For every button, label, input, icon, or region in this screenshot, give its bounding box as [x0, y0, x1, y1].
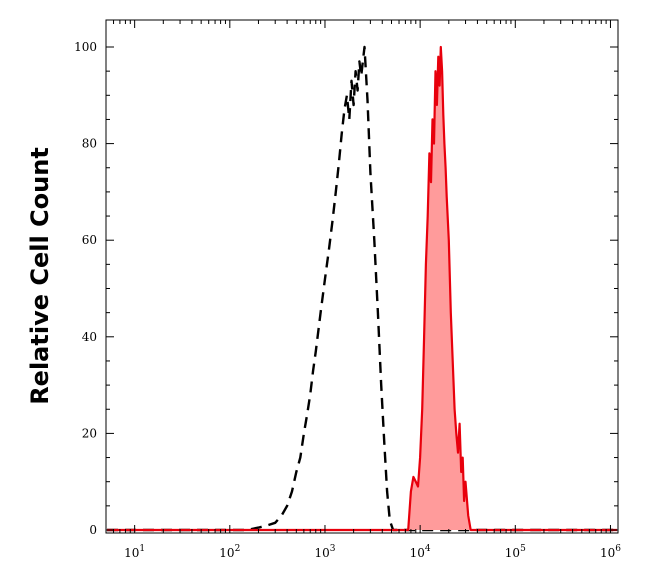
- series-line-red: [107, 45, 617, 532]
- y-tick-label: 80: [82, 137, 97, 151]
- x-tick-label: 106: [600, 544, 621, 560]
- x-tick-label: 105: [505, 544, 526, 560]
- series-line-black-dashed: [107, 45, 617, 532]
- x-tick-label: 104: [410, 544, 431, 560]
- x-tick-label: 101: [124, 544, 145, 560]
- y-tick-label: 20: [82, 426, 97, 440]
- y-axis-label: Relative Cell Count: [26, 147, 54, 405]
- x-tick-label: 103: [314, 544, 335, 560]
- y-tick-label: 60: [82, 233, 97, 247]
- x-tick-label: 102: [219, 544, 240, 560]
- y-axis: 0 20 40 60 80 100: [74, 40, 618, 537]
- series-layer: [107, 45, 617, 532]
- y-tick-label: 40: [82, 330, 97, 344]
- plot-frame: [105, 19, 619, 534]
- series-fill-red: [408, 47, 471, 530]
- y-tick-label: 0: [89, 523, 97, 537]
- x-axis: 101 102 103 104 105 106: [105, 20, 621, 560]
- y-tick-label: 100: [74, 40, 97, 54]
